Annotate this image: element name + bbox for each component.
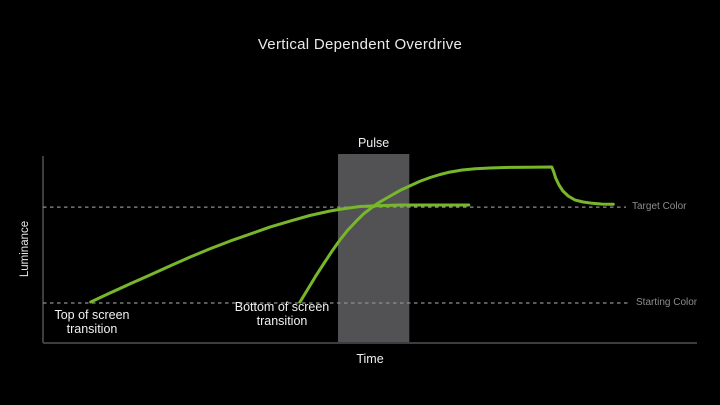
curve-top-of-screen [89, 203, 471, 304]
target-color-label: Target Color [632, 201, 687, 213]
starting-color-label: Starting Color [636, 296, 698, 308]
annotation-bottom-of-screen-transition: Bottom of screen transition [234, 300, 330, 328]
x-axis-label: Time [356, 352, 384, 366]
curve-bottom-of-screen [298, 165, 615, 304]
y-axis-label: Luminance [19, 220, 31, 278]
pulse-band [338, 154, 410, 343]
chart-title: Vertical Dependent Overdrive [257, 36, 463, 53]
annotation-top-of-screen-transition: Top of screen transition [54, 308, 130, 336]
pulse-band-label: Pulse [357, 136, 390, 150]
